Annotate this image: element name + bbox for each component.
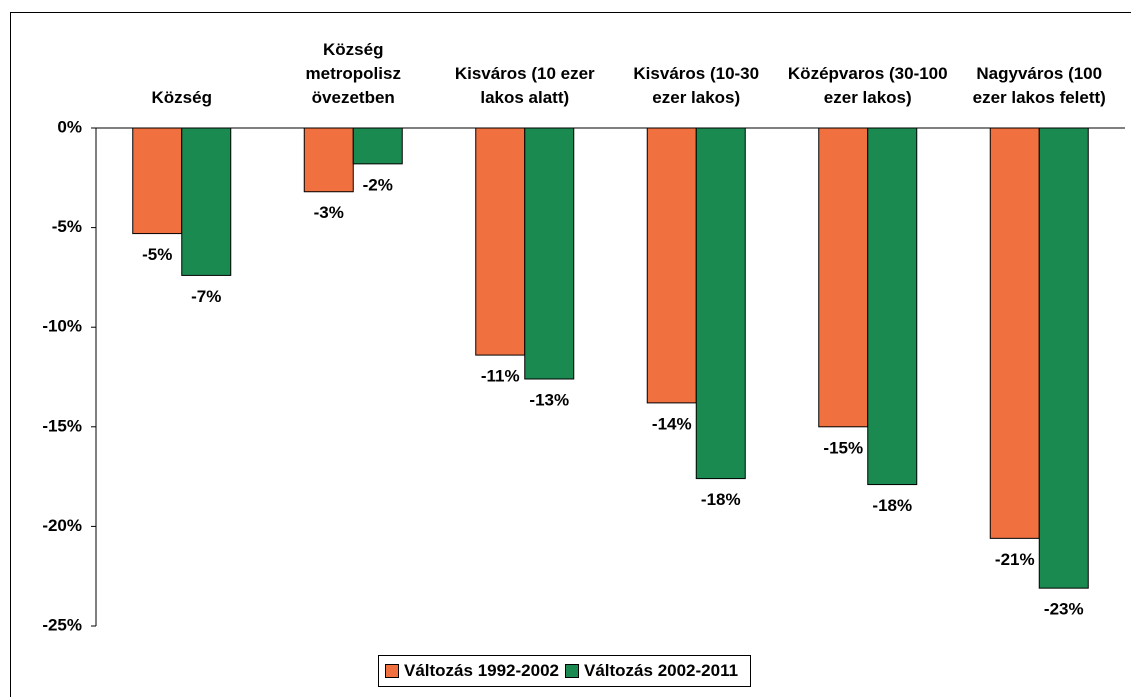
data-label: -18% bbox=[872, 496, 912, 515]
bar bbox=[989, 127, 1040, 539]
frame bbox=[10, 12, 1131, 697]
data-label: -15% bbox=[823, 438, 863, 457]
data-label: -23% bbox=[1044, 600, 1084, 619]
x-tick-label: Nagyváros (100 ezer lakos felett) bbox=[972, 64, 1106, 107]
bar bbox=[646, 127, 697, 404]
data-label: -3% bbox=[314, 203, 344, 222]
x-tick-label: Középvaros (30-100 ezer lakos) bbox=[787, 64, 948, 107]
legend-swatch bbox=[565, 664, 579, 678]
bar bbox=[132, 127, 183, 235]
data-label: -18% bbox=[701, 490, 741, 509]
legend: Változás 1992-2002 Változás 2002-2011 bbox=[378, 655, 752, 687]
legend-swatch bbox=[385, 664, 399, 678]
bar bbox=[695, 127, 746, 480]
bar bbox=[867, 127, 918, 486]
bar bbox=[475, 127, 526, 356]
bar bbox=[352, 127, 403, 165]
legend-label: Változás 1992-2002 bbox=[404, 661, 559, 680]
x-tick-label: Község metropolisz övezetben bbox=[305, 40, 401, 107]
y-tick-label: -20% bbox=[42, 516, 82, 535]
y-tick-label: -15% bbox=[42, 416, 82, 435]
legend-item: Változás 1992-2002 bbox=[385, 661, 559, 681]
data-label: -2% bbox=[363, 175, 393, 194]
bar bbox=[181, 127, 232, 276]
y-tick-label: -25% bbox=[42, 615, 82, 634]
data-label: -7% bbox=[191, 287, 221, 306]
legend-label: Változás 2002-2011 bbox=[584, 661, 739, 680]
bar bbox=[818, 127, 869, 428]
y-tick-label: 0% bbox=[57, 117, 82, 136]
data-label: -14% bbox=[652, 414, 692, 433]
data-label: -13% bbox=[529, 390, 569, 409]
y-tick-label: -10% bbox=[42, 317, 82, 336]
bar bbox=[303, 127, 354, 193]
x-tick-label: Kisváros (10-30 ezer lakos) bbox=[633, 64, 760, 107]
data-label: -21% bbox=[995, 550, 1035, 569]
data-label: -5% bbox=[142, 245, 172, 264]
x-tick-label: Kisváros (10 ezer lakos alatt) bbox=[454, 64, 595, 107]
legend-item: Változás 2002-2011 bbox=[565, 661, 738, 681]
bar bbox=[1038, 127, 1089, 589]
data-label: -11% bbox=[481, 367, 520, 386]
x-tick-label: Község bbox=[151, 88, 212, 107]
bar bbox=[524, 127, 575, 380]
y-tick-label: -5% bbox=[52, 217, 82, 236]
